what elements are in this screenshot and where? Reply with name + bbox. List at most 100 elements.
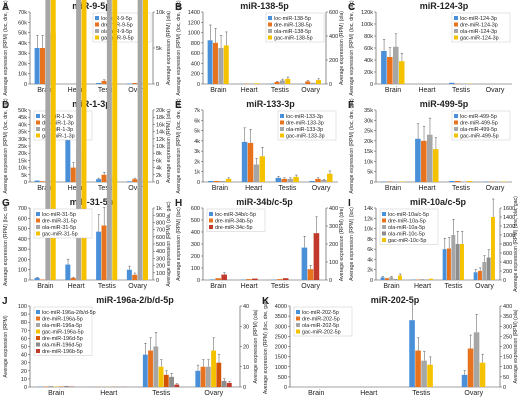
bar: [169, 376, 174, 387]
bar: [380, 277, 385, 280]
y-tick-label: 50: [21, 345, 27, 351]
y2-tick-label: 400: [329, 206, 338, 212]
legend-label: gac-miR-124-3p: [460, 35, 499, 41]
bar: [275, 177, 282, 182]
bar: [50, 0, 56, 280]
y-tick-label: 2k: [367, 268, 373, 274]
y2-tick-label: 400: [156, 249, 165, 255]
legend-swatch: [454, 133, 458, 138]
legend-label: loc-miR-202-5p: [302, 310, 339, 316]
y-tick-label: 60: [21, 336, 27, 342]
bar: [473, 272, 478, 280]
bar: [432, 149, 439, 182]
y-tick-label: 10k: [364, 227, 373, 233]
legend-swatch: [454, 35, 458, 40]
y-tick-label: 30k: [364, 118, 373, 124]
panel-title: miR-202-5p: [371, 295, 420, 305]
y2-tick-label: 5k: [156, 46, 162, 52]
y2-tick-label: 200: [329, 58, 338, 64]
bar: [212, 42, 218, 84]
y2-tick-label: 0: [243, 385, 246, 391]
y-tick-label: 3k: [194, 149, 200, 155]
bar: [455, 244, 460, 280]
y2-tick-label: 8k: [156, 151, 162, 157]
y-tick-label: 1k: [194, 170, 200, 176]
bar: [96, 179, 102, 182]
y-tick-label: 25k: [18, 144, 27, 150]
y2-tick-label: 10k: [156, 10, 165, 16]
bar: [70, 167, 76, 182]
x-tick-label: Brain: [308, 390, 324, 397]
y2-tick-label: 50: [503, 375, 509, 381]
bar: [205, 366, 211, 387]
y-tick-label: 2k: [194, 159, 200, 165]
bar: [466, 180, 473, 182]
bar: [211, 350, 216, 387]
bar: [421, 140, 427, 182]
legend-label: gac-miR-196a-5p: [42, 329, 84, 335]
legend-swatch: [382, 238, 386, 242]
y-tick-label: 60k: [364, 46, 373, 52]
y2-tick-label: 2k: [156, 173, 162, 179]
y-tick-label: 90: [21, 312, 27, 318]
y2-tick-label: 400: [503, 304, 512, 310]
y-tick-label: 300: [18, 247, 27, 253]
legend-swatch: [382, 218, 386, 223]
x-tick-label: Ovary: [312, 185, 331, 192]
bar: [301, 247, 308, 280]
bar: [316, 80, 321, 84]
x-tick-label: Heart: [100, 390, 117, 397]
y-tick-label: 800: [191, 41, 200, 47]
bar: [101, 225, 107, 280]
x-tick-label: Brain: [383, 283, 399, 290]
y-tick-label: 200: [191, 72, 200, 78]
y-tick-label: 70: [21, 328, 27, 334]
legend-label: dre-miR-196b-5p: [42, 349, 83, 355]
y2-tick-label: 40: [243, 304, 249, 310]
bar: [274, 81, 280, 84]
bar: [221, 380, 227, 387]
y-tick-label: 10k: [18, 166, 27, 172]
bar: [39, 279, 45, 280]
y2-tick-label: 0: [503, 278, 506, 284]
bar: [427, 364, 433, 387]
legend-swatch: [268, 29, 272, 33]
panel-title: miR-138-5p: [240, 1, 289, 11]
legend-label: ola-miR-202-5p: [302, 323, 339, 329]
y-tick-label: 600: [18, 216, 27, 222]
y-tick-label: 10k: [18, 72, 27, 78]
y-tick-label: 1000: [188, 31, 200, 37]
panel-letter: B: [175, 2, 182, 13]
y2-tick-label: 600: [329, 10, 338, 16]
bar: [315, 178, 321, 182]
bar: [158, 366, 164, 387]
y-tick-label: 0: [24, 385, 27, 391]
x-tick-label: Brain: [212, 185, 228, 192]
legend-label: dre-miR-34c-5p: [215, 225, 252, 231]
y-tick-label: 0: [284, 385, 287, 391]
legend-swatch: [382, 225, 386, 229]
y2-tick-label: 250: [503, 334, 512, 340]
panel-letter: E: [175, 100, 182, 111]
y-tick-label: 20k: [364, 70, 373, 76]
bar: [34, 48, 40, 84]
legend-label: gac-miR-133-3p: [286, 133, 325, 139]
legend-swatch: [454, 114, 458, 118]
legend-label: gac-miR-138-5p: [274, 35, 313, 41]
y-tick-label: 2500: [275, 334, 287, 340]
legend-swatch: [280, 114, 284, 118]
legend-label: dre-miR-499-5p: [460, 120, 498, 126]
legend-swatch: [280, 133, 284, 138]
y-tick-label: 5k: [367, 170, 373, 176]
y2-tick-label: 500: [156, 242, 165, 248]
legend-label: gac-miR-499-5p: [460, 133, 499, 139]
y2-axis-label: Average expression (RPM) (ola, gac): [166, 201, 172, 287]
bar: [39, 181, 45, 182]
legend-label: loc-miR-499-5p: [460, 114, 497, 120]
y-tick-label: 5k: [194, 129, 200, 135]
bar: [279, 80, 285, 84]
legend-swatch: [36, 310, 40, 314]
y2-tick-label: 300: [329, 224, 338, 230]
bar: [455, 180, 461, 182]
